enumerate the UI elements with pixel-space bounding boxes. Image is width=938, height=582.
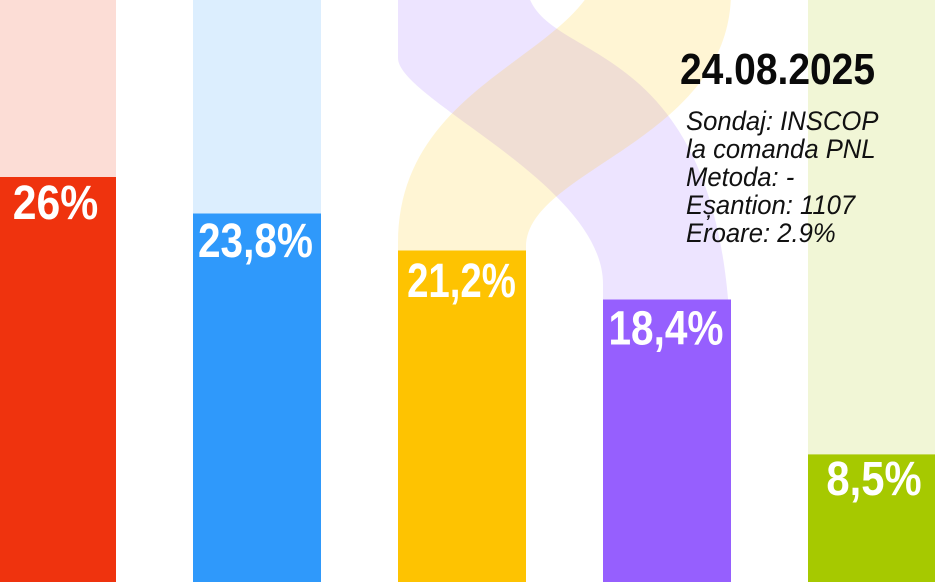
svg-text:26%: 26% — [13, 176, 98, 230]
svg-text:Eșantion: 1107: Eșantion: 1107 — [686, 189, 857, 220]
svg-text:la comanda PNL: la comanda PNL — [686, 133, 876, 164]
svg-text:8,5%: 8,5% — [826, 451, 921, 505]
svg-text:24.08.2025: 24.08.2025 — [680, 44, 875, 94]
svg-text:23,8%: 23,8% — [198, 215, 313, 268]
svg-text:Sondaj: INSCOP: Sondaj: INSCOP — [686, 105, 879, 136]
svg-text:21,2%: 21,2% — [407, 255, 516, 308]
svg-text:Eroare: 2.9%: Eroare: 2.9% — [686, 217, 836, 248]
svg-text:18,4%: 18,4% — [609, 302, 724, 355]
svg-text:Metoda: -: Metoda: - — [686, 161, 795, 192]
